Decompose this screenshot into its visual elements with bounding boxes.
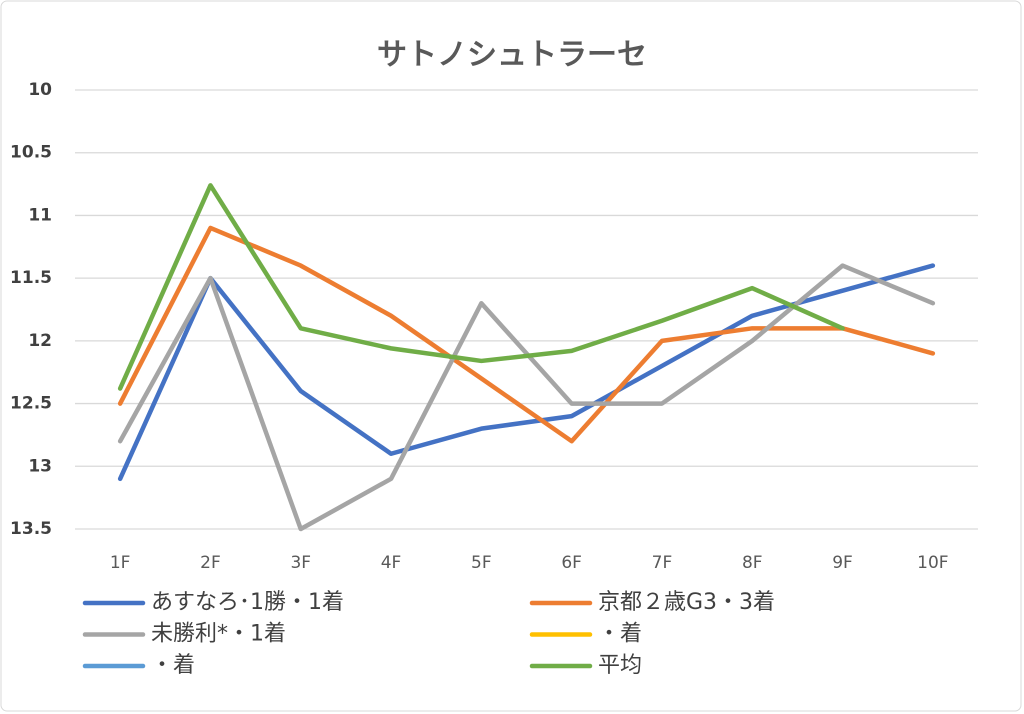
x-tick-label: 8F [742,553,763,573]
y-tick-label: 11 [28,205,52,225]
legend-label: あすなろ･1勝・1着 [151,590,344,615]
x-tick-label: 3F [290,553,311,573]
x-tick-label: 4F [381,553,402,573]
y-tick-label: 12 [28,331,52,351]
y-tick-label: 10.5 [10,143,52,163]
x-tick-label: 1F [110,553,131,573]
y-tick-label: 11.5 [10,268,52,288]
series-line [117,183,845,391]
chart-title: サトノシュトラーセ [377,38,647,73]
y-tick-label: 12.5 [10,394,52,414]
x-tick-label: 5F [471,553,492,573]
y-tick-label: 13.5 [10,519,52,539]
x-tick-label: 9F [832,553,853,573]
x-tick-label: 6F [561,553,582,573]
x-tick-label: 10F [917,553,948,573]
x-tick-label: 7F [652,553,673,573]
legend-label: ・着 [598,622,642,647]
series-line [117,225,936,444]
series-line [117,263,936,532]
legend-label: 未勝利*・1着 [151,622,286,647]
y-tick-label: 13 [28,456,52,476]
x-tick-label: 2F [200,553,221,573]
legend-label: 平均 [598,653,642,678]
legend-label: ・着 [151,653,195,678]
legend-label: 京都２歳G3・3着 [598,590,775,615]
y-tick-label: 10 [28,80,52,100]
